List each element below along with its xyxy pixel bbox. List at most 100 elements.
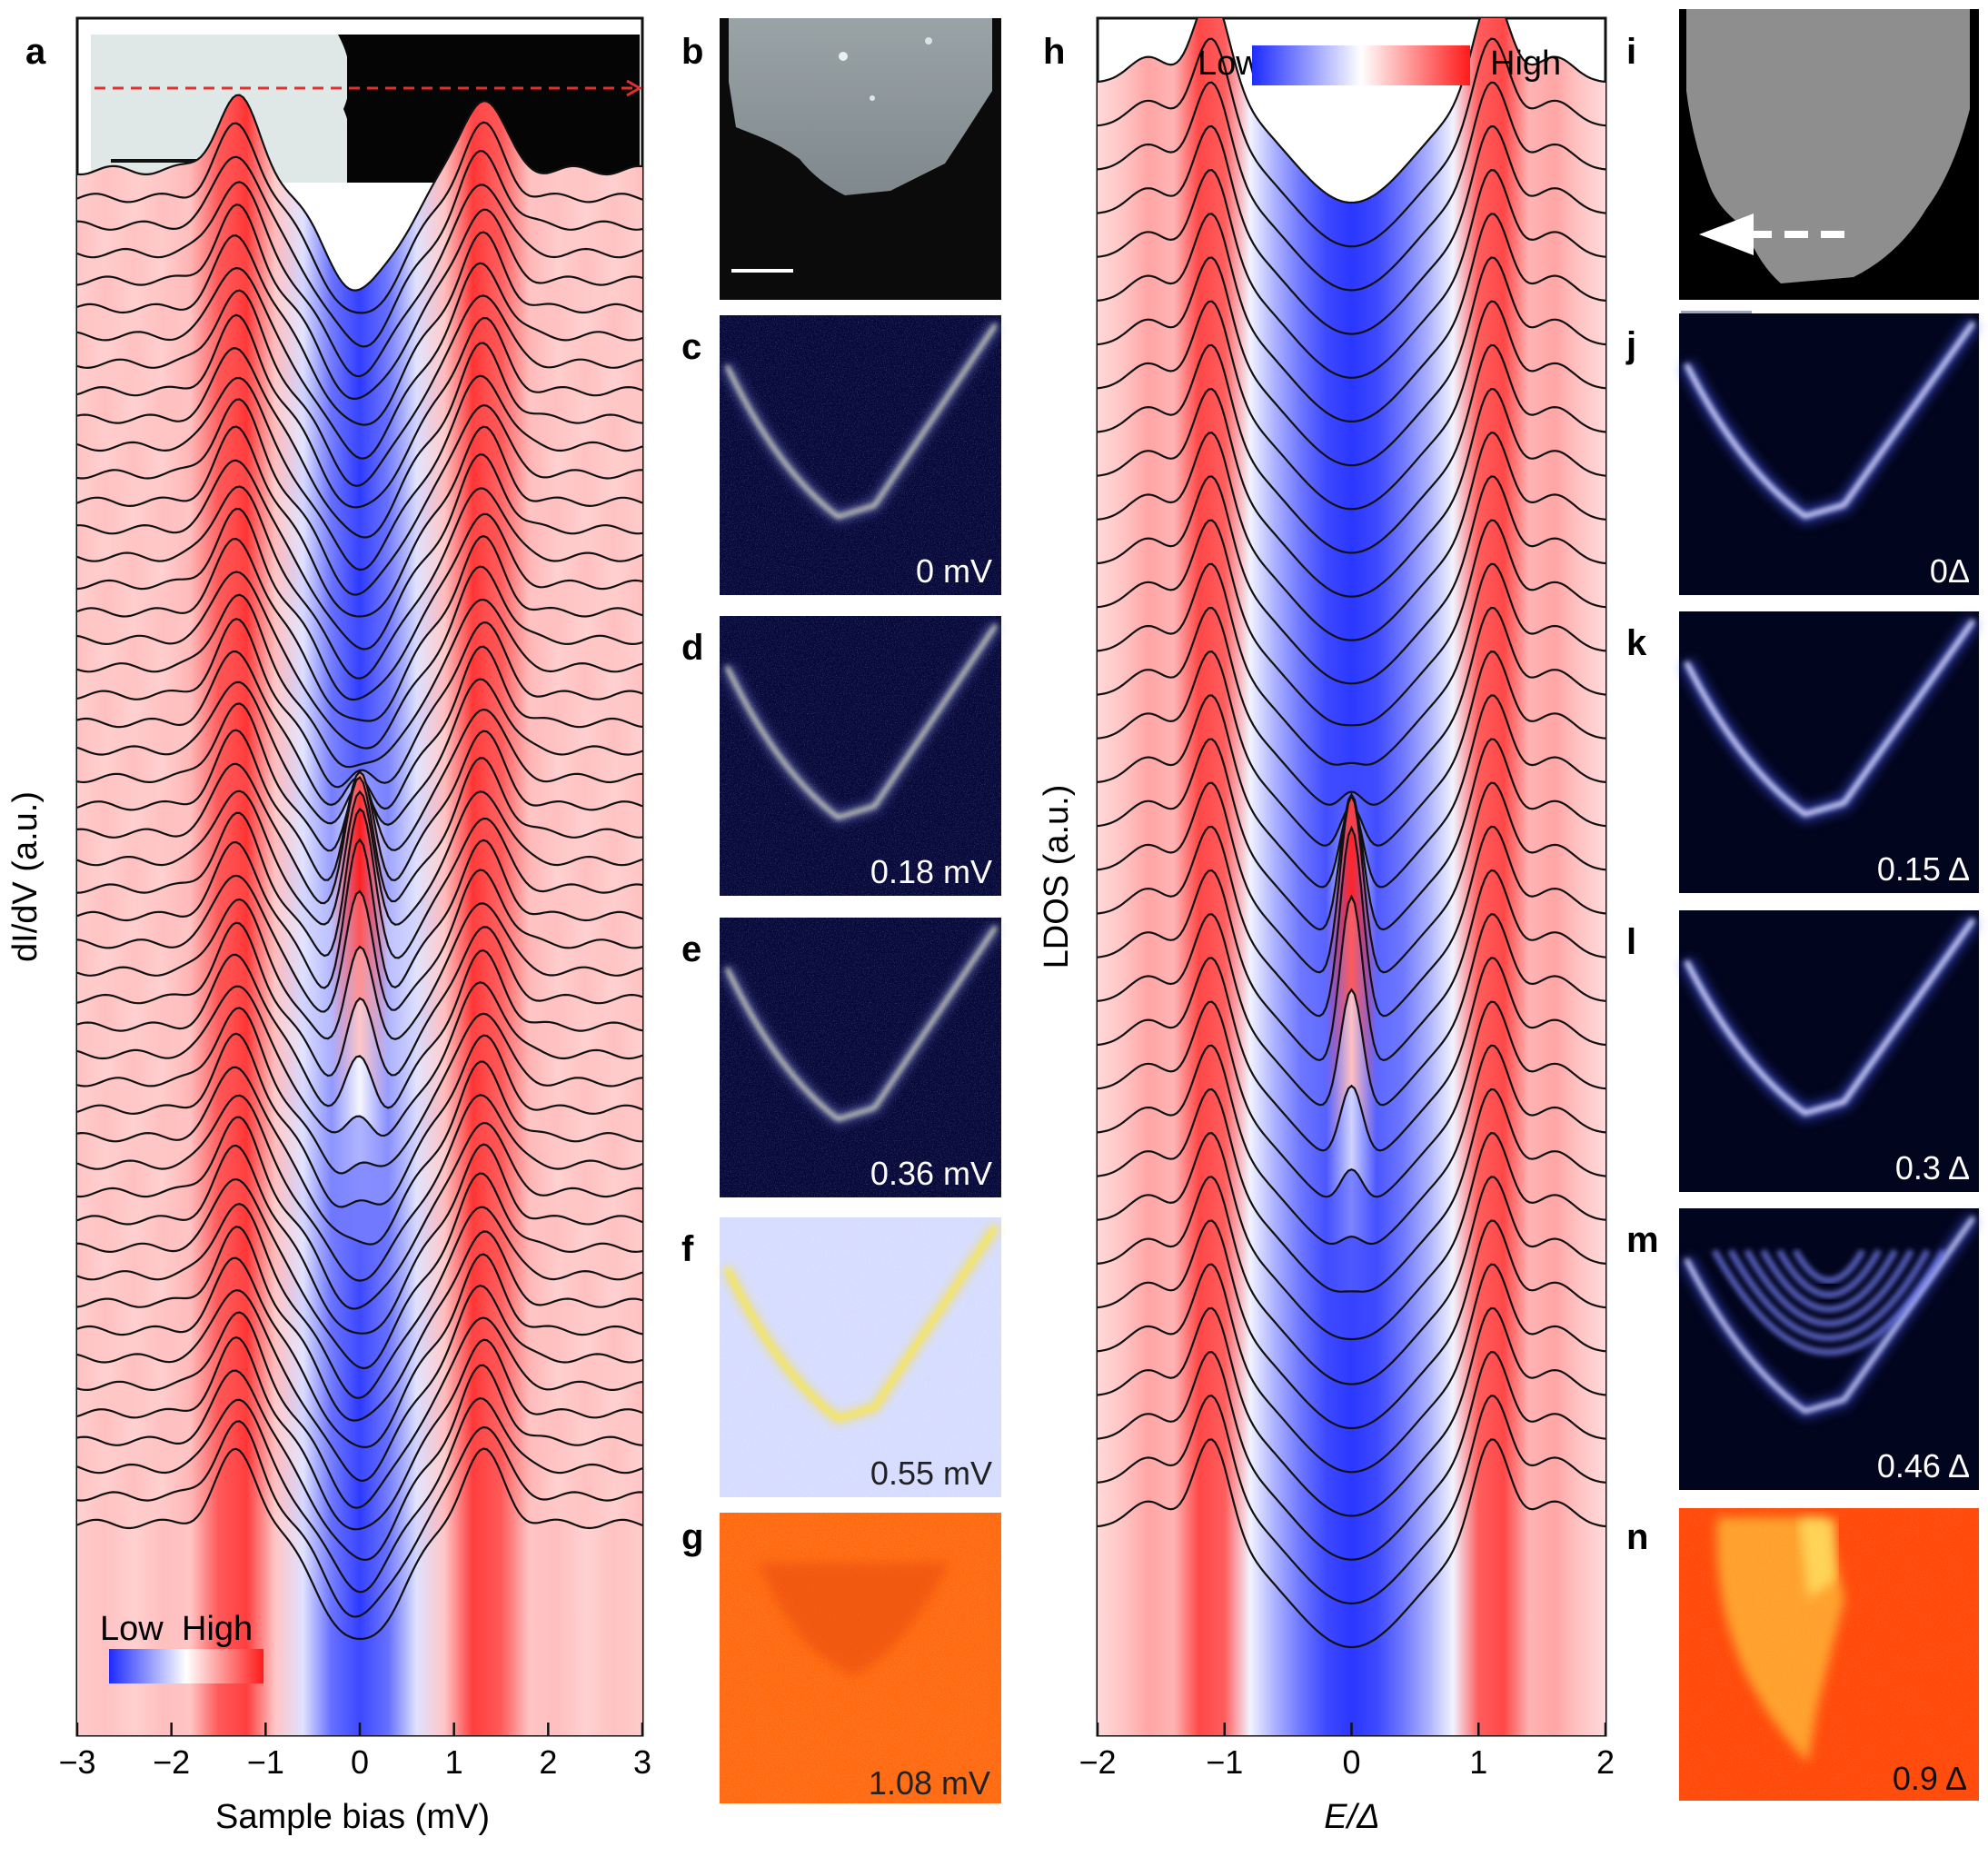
spectrum-curve [77,1094,642,1282]
spectrum-curve [1098,1306,1605,1517]
panel-i: i [1626,9,1979,314]
x-tick-label: 1 [445,1743,463,1781]
spectrum-curve [77,181,642,378]
spectrum-curve [77,789,642,926]
panel-e-label: e [681,929,701,969]
spectrum-curve [77,94,642,292]
panel-l-energy: 0.3 Δ [1895,1149,1970,1187]
panel-c: 0 mV [720,315,1001,595]
panel-a-label: a [25,32,46,72]
panel-h-spectra [1098,18,1605,1735]
spectrum-curve [77,593,642,769]
legend-high-label: High [182,1610,253,1648]
spectrum-curve [77,948,642,1109]
spectrum-curve [1098,1263,1605,1474]
spectrum-curve [77,507,642,701]
spectrum-curve [1098,81,1605,292]
spectrum-curve [77,1032,642,1208]
spectrum-curve [1098,1044,1605,1246]
spectrum-curve [77,149,642,348]
panel-n: 0.9 Δ n [1626,1508,1979,1801]
panel-j-label: j [1625,325,1636,365]
legend-low-label: Low [100,1610,164,1648]
spectrum-curve [1098,957,1605,1152]
panel-a: Low High −3 −2 −1 0 1 2 3 Sample bias (mV) dI/… [6,16,651,1836]
spectrum-curve [1098,1350,1605,1561]
panel-m-label: m [1626,1220,1659,1260]
panel-c-energy: 0 mV [916,552,992,590]
panel-f-label: f [681,1229,694,1269]
panel-j-energy: 0Δ [1930,552,1970,590]
panel-a-ylabel: dI/dV (a.u.) [6,791,45,962]
panel-b-label: b [681,32,703,72]
panel-g: 1.08 mV g [681,1513,1001,1803]
panels-c-f-maps: 0 mV c 0.18 mV d 0.36 mV e 0.55 mV f [681,315,1001,1497]
spectrum-curve [1098,124,1605,335]
spectrum-curve [1098,1395,1605,1605]
legend-high-label: High [1490,45,1561,83]
legend-low-label: Low [1198,45,1261,83]
panel-a-xlabel: Sample bias (mV) [215,1798,490,1836]
panel-a-x-axis: −3 −2 −1 0 1 2 3 [58,1723,651,1781]
spectrum-curve [77,121,642,314]
panel-a-legend: Low High [100,1610,263,1683]
spectrum-curve [1098,1176,1605,1385]
panel-h-label: h [1043,32,1065,72]
spectrum-curve [1098,1438,1605,1649]
panel-b: b [681,18,1001,300]
panel-l-label: l [1626,922,1636,962]
x-tick-label: −1 [1206,1743,1243,1781]
spectrum-curve [1098,300,1605,511]
spectrum-curve [77,729,642,882]
x-tick-label: −2 [1078,1743,1116,1781]
spectrum-curve [77,565,642,750]
x-tick-label: −2 [153,1743,190,1781]
panel-c-label: c [681,327,701,367]
linecut-arrow-icon [626,79,643,97]
x-tick-label: 3 [633,1743,651,1781]
spectrum-curve [77,453,642,650]
panel-a-spectra [77,94,642,1735]
spectrum-curve [1098,913,1605,1107]
spectrum-curve [77,534,642,722]
spectrum-curve [77,1420,642,1618]
spectrum-curve [77,1396,642,1594]
spectrum-curve [1098,825,1605,1018]
spectrum-curve [77,757,642,905]
x-tick-label: 1 [1469,1743,1487,1781]
panel-f-energy: 0.55 mV [870,1455,992,1492]
panel-d-energy: 0.18 mV [870,853,992,890]
panel-k-energy: 0.15 Δ [1877,850,1970,888]
spectrum-curve [77,618,642,789]
spectrum-curve [1098,606,1605,806]
spectrum-curve [77,1364,642,1561]
panel-i-label: i [1626,32,1636,72]
spectrum-curve [77,289,642,487]
legend-colorbar [1252,45,1470,85]
spectrum-curve [1098,18,1605,204]
spectrum-curve [1098,387,1605,598]
spectrum-curve [77,204,642,400]
panel-n-label: n [1626,1517,1648,1557]
spectrum-curve [77,313,642,509]
spectrum-curve [77,898,642,1040]
spectrum-curve [77,1336,642,1531]
spectrum-curve [77,374,642,571]
spectrum-curve [1098,781,1605,974]
spectrum-curve [77,1253,642,1449]
spectrum-curve [1098,432,1605,641]
spectrum-curve [1098,869,1605,1062]
panel-d: 0.18 mV [720,616,1001,896]
panel-f: 0.55 mV [720,1217,1001,1497]
panel-n-energy: 0.9 Δ [1893,1760,1967,1797]
panel-h-legend: Low High [1198,45,1561,85]
spectrum-curve [1098,1132,1605,1341]
panel-j: 0Δ [1679,313,1980,595]
spectrum-curve [77,1447,642,1641]
spectrum-curve [77,981,642,1137]
spectrum-curve [1098,37,1605,248]
spectrum-curve [1098,519,1605,727]
spectrum-curve [1098,169,1605,379]
spectrum-curve [77,921,642,1077]
panel-h-ylabel: LDOS (a.u.) [1038,785,1076,969]
